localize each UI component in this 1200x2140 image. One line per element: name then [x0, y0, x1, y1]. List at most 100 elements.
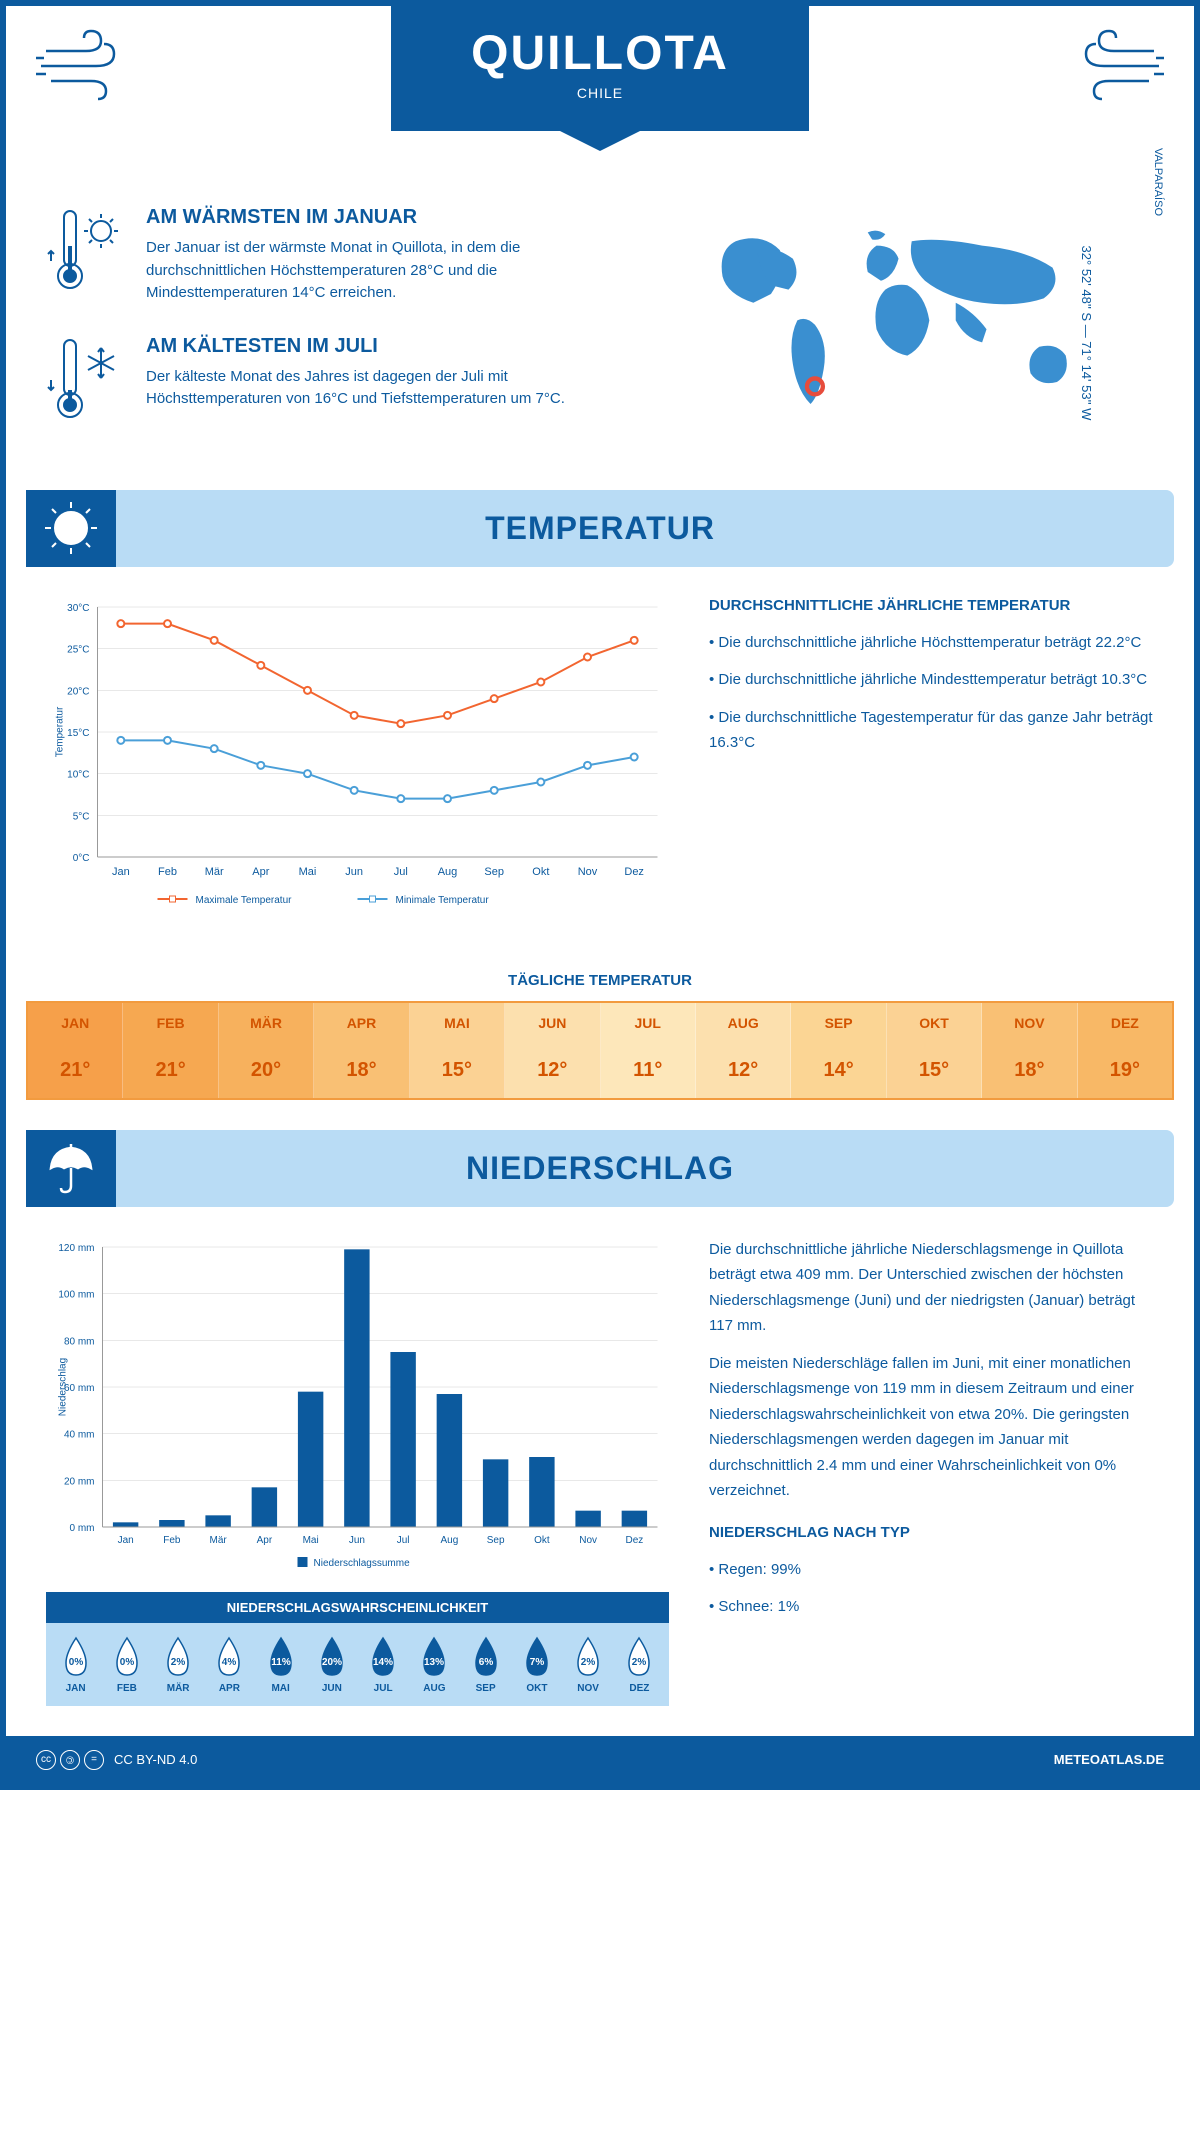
prob-cell: 7% OKT: [511, 1635, 562, 1694]
temp-value-cell: 12°: [696, 1043, 791, 1098]
temp-value-cell: 18°: [982, 1043, 1077, 1098]
warmest-title: AM WÄRMSTEN IM JANUAR: [146, 206, 629, 229]
svg-text:Jul: Jul: [394, 866, 408, 878]
country-name: CHILE: [471, 85, 729, 101]
precip-text-2: Die meisten Niederschläge fallen im Juni…: [709, 1351, 1154, 1504]
map-area: VALPARAÍSO 32° 52' 48'' S — 71° 14' 53''…: [669, 206, 1154, 460]
temp-value-cell: 19°: [1078, 1043, 1172, 1098]
svg-text:Dez: Dez: [625, 1535, 643, 1546]
raindrop-icon: 20%: [314, 1635, 350, 1679]
svg-text:Aug: Aug: [438, 866, 458, 878]
svg-text:15°C: 15°C: [67, 728, 89, 739]
site-name: METEOATLAS.DE: [1054, 1752, 1164, 1767]
temperature-line-chart: 0°C5°C10°C15°C20°C25°C30°CJanFebMärAprMa…: [46, 597, 669, 917]
footer: cc🄯= CC BY-ND 4.0 METEOATLAS.DE: [6, 1736, 1194, 1784]
precipitation-section-header: NIEDERSCHLAG: [26, 1130, 1174, 1207]
temp-info-2: • Die durchschnittliche jährliche Mindes…: [709, 667, 1154, 693]
daily-temp-title: TÄGLICHE TEMPERATUR: [6, 972, 1194, 989]
svg-text:6%: 6%: [478, 1657, 493, 1668]
sun-icon: [26, 490, 116, 567]
wind-icon-left: [36, 26, 136, 111]
temp-value-cell: 21°: [28, 1043, 123, 1098]
svg-text:0%: 0%: [68, 1657, 83, 1668]
svg-text:5°C: 5°C: [73, 811, 90, 822]
svg-text:Niederschlagssumme: Niederschlagssumme: [314, 1558, 411, 1569]
svg-text:100 mm: 100 mm: [58, 1289, 94, 1300]
temp-month-header: AUG: [696, 1003, 791, 1043]
svg-text:Mai: Mai: [303, 1535, 319, 1546]
svg-text:Apr: Apr: [252, 866, 269, 878]
svg-text:20 mm: 20 mm: [64, 1476, 95, 1487]
svg-text:Okt: Okt: [532, 866, 549, 878]
raindrop-icon: 2%: [621, 1635, 657, 1679]
svg-text:Maximale Temperatur: Maximale Temperatur: [196, 895, 293, 906]
svg-text:Minimale Temperatur: Minimale Temperatur: [396, 895, 490, 906]
wind-icon-right: [1064, 26, 1164, 111]
prob-cell: 0% FEB: [101, 1635, 152, 1694]
precip-text-1: Die durchschnittliche jährliche Niedersc…: [709, 1237, 1154, 1339]
svg-text:4%: 4%: [222, 1657, 237, 1668]
thermometer-cold-icon: [46, 335, 126, 430]
svg-text:2%: 2%: [632, 1657, 647, 1668]
temp-month-header: OKT: [887, 1003, 982, 1043]
svg-text:Okt: Okt: [534, 1535, 550, 1546]
raindrop-icon: 6%: [468, 1635, 504, 1679]
svg-text:0 mm: 0 mm: [70, 1523, 95, 1534]
svg-text:25°C: 25°C: [67, 644, 89, 655]
license-text: CC BY-ND 4.0: [114, 1752, 197, 1767]
coordinates: 32° 52' 48'' S — 71° 14' 53'' W: [1079, 245, 1094, 420]
svg-text:20°C: 20°C: [67, 686, 89, 697]
coldest-block: AM KÄLTESTEN IM JULI Der kälteste Monat …: [46, 335, 629, 430]
warmest-text: Der Januar ist der wärmste Monat in Quil…: [146, 237, 629, 305]
temp-info-3: • Die durchschnittliche Tagestemperatur …: [709, 705, 1154, 756]
svg-text:Nov: Nov: [579, 1535, 597, 1546]
svg-text:2%: 2%: [171, 1657, 186, 1668]
precip-type-2: • Schnee: 1%: [709, 1594, 1154, 1620]
prob-cell: 20% JUN: [306, 1635, 357, 1694]
prob-cell: 11% MAI: [255, 1635, 306, 1694]
temp-month-header: APR: [314, 1003, 409, 1043]
svg-text:120 mm: 120 mm: [58, 1243, 94, 1254]
city-name: QUILLOTA: [471, 26, 729, 81]
precip-prob-row: 0% JAN 0% FEB 2% MÄR 4% APR 11%: [46, 1623, 669, 1706]
svg-text:Temperatur: Temperatur: [55, 706, 66, 757]
precipitation-bar-chart: 0 mm20 mm40 mm60 mm80 mm100 mm120 mmJanF…: [46, 1237, 669, 1577]
prob-cell: 2% NOV: [563, 1635, 614, 1694]
svg-text:10°C: 10°C: [67, 769, 89, 780]
temp-value-cell: 11°: [601, 1043, 696, 1098]
raindrop-icon: 0%: [58, 1635, 94, 1679]
prob-cell: 6% SEP: [460, 1635, 511, 1694]
svg-text:13%: 13%: [424, 1657, 444, 1668]
raindrop-icon: 0%: [109, 1635, 145, 1679]
svg-text:7%: 7%: [530, 1657, 545, 1668]
temp-month-header: MÄR: [219, 1003, 314, 1043]
svg-text:0%: 0%: [120, 1657, 135, 1668]
prob-cell: 0% JAN: [50, 1635, 101, 1694]
temp-value-cell: 15°: [887, 1043, 982, 1098]
temp-month-header: JUN: [505, 1003, 600, 1043]
precip-type-1: • Regen: 99%: [709, 1557, 1154, 1583]
temp-month-header: JAN: [28, 1003, 123, 1043]
coldest-text: Der kälteste Monat des Jahres ist dagege…: [146, 366, 629, 411]
raindrop-icon: 2%: [570, 1635, 606, 1679]
raindrop-icon: 2%: [160, 1635, 196, 1679]
svg-text:2%: 2%: [581, 1657, 596, 1668]
temp-month-header: NOV: [982, 1003, 1077, 1043]
temp-value-cell: 18°: [314, 1043, 409, 1098]
temperature-chart-section: 0°C5°C10°C15°C20°C25°C30°CJanFebMärAprMa…: [6, 567, 1194, 952]
prob-cell: 13% AUG: [409, 1635, 460, 1694]
raindrop-icon: 11%: [263, 1635, 299, 1679]
svg-text:Feb: Feb: [158, 866, 177, 878]
warmest-block: AM WÄRMSTEN IM JANUAR Der Januar ist der…: [46, 206, 629, 305]
svg-text:Mär: Mär: [210, 1535, 228, 1546]
precip-type-title: NIEDERSCHLAG NACH TYP: [709, 1524, 1154, 1541]
temp-value-cell: 12°: [505, 1043, 600, 1098]
svg-text:Apr: Apr: [257, 1535, 273, 1546]
raindrop-icon: 4%: [211, 1635, 247, 1679]
raindrop-icon: 7%: [519, 1635, 555, 1679]
svg-text:30°C: 30°C: [67, 603, 89, 614]
header-banner: QUILLOTA CHILE: [391, 6, 809, 131]
prob-cell: 14% JUL: [358, 1635, 409, 1694]
svg-text:Aug: Aug: [440, 1535, 458, 1546]
prob-cell: 2% MÄR: [153, 1635, 204, 1694]
